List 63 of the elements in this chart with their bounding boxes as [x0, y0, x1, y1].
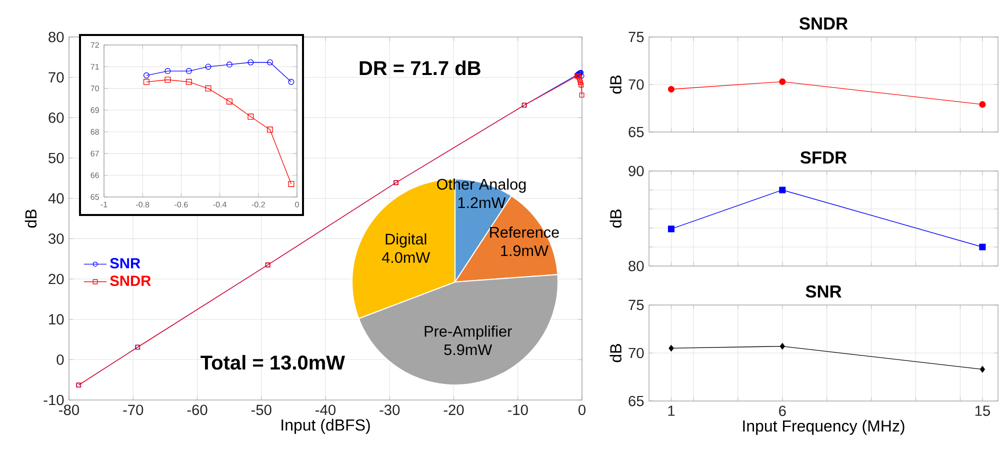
y-tick-label: 75: [628, 300, 644, 310]
y-tick-label: 70: [90, 86, 99, 92]
y-tick-label: 70: [48, 72, 64, 83]
y-axis-title: dB: [24, 210, 37, 228]
x-tick-label: -60: [187, 404, 208, 416]
y-tick-label: 68: [90, 129, 99, 135]
y-tick-label: 75: [628, 32, 644, 42]
x-tick-label: 15: [975, 406, 990, 416]
data-label: 5.9mW: [444, 344, 492, 356]
y-tick-label: 80: [628, 260, 644, 272]
y-tick-label: 80: [48, 32, 64, 42]
y-axis-title: dB: [610, 76, 622, 94]
x-tick-label: -10: [508, 404, 528, 416]
x-tick-label: -40: [316, 404, 336, 416]
x-tick-label: -20: [444, 404, 464, 416]
x-tick-label: -50: [251, 404, 272, 416]
annotation: Total = 13.0mW: [200, 354, 345, 370]
chart-title: SFDR: [800, 151, 847, 164]
legend-label: SNDR: [110, 276, 151, 286]
y-tick-label: 10: [49, 314, 64, 325]
y-tick-label: 70: [628, 348, 644, 358]
data-label: 1.2mW: [458, 197, 506, 208]
slice-label: Digital: [386, 233, 426, 248]
y-axis-title: dB: [610, 210, 622, 228]
y-tick-label: 70: [628, 79, 644, 90]
y-tick-label: 60: [48, 112, 64, 123]
x-axis-title: Input (dBFS): [282, 418, 370, 434]
y-tick-label: 40: [48, 193, 64, 204]
slice-label: Pre-Amplifier: [424, 325, 512, 340]
y-tick-label: 90: [628, 166, 644, 176]
x-axis-title: Input Frequency (MHz): [743, 420, 904, 435]
x-tick-label: -30: [380, 404, 400, 416]
x-tick-label: -70: [123, 404, 144, 416]
x-tick-label: -0.6: [174, 202, 188, 208]
y-tick-label: 0: [56, 354, 64, 365]
legend-label: SNR: [110, 258, 140, 268]
y-axis-title: dB: [610, 344, 622, 362]
y-tick-label: 65: [628, 126, 644, 138]
x-tick-label: 0: [578, 404, 586, 416]
chart-title: SNR: [806, 285, 842, 298]
y-tick-label: 67: [90, 150, 99, 156]
x-tick-label: -0.2: [252, 202, 265, 208]
chart-title: SNDR: [799, 17, 848, 30]
y-tick-label: 30: [48, 233, 64, 244]
y-tick-label: 20: [48, 274, 64, 284]
x-tick-label: 1: [668, 406, 675, 416]
y-tick-label: 65: [628, 396, 644, 406]
x-tick-label: -0.8: [136, 202, 150, 208]
y-tick-label: 72: [90, 42, 99, 48]
data-label: 4.0mW: [382, 252, 430, 263]
data-label: 1.9mW: [501, 245, 548, 256]
x-tick-label: -0.4: [213, 202, 226, 208]
x-tick-label: 0: [295, 202, 299, 208]
annotation: DR = 71.7 dB: [360, 60, 480, 76]
x-tick-label: -1: [100, 202, 108, 208]
y-tick-label: -10: [44, 394, 64, 406]
y-tick-label: 50: [48, 152, 64, 164]
y-tick-label: 65: [90, 194, 99, 200]
y-tick-label: 66: [90, 172, 99, 178]
x-tick-label: -80: [59, 404, 80, 416]
y-tick-label: 69: [90, 107, 99, 113]
x-tick-label: 6: [779, 406, 786, 416]
y-tick-label: 71: [90, 64, 99, 70]
